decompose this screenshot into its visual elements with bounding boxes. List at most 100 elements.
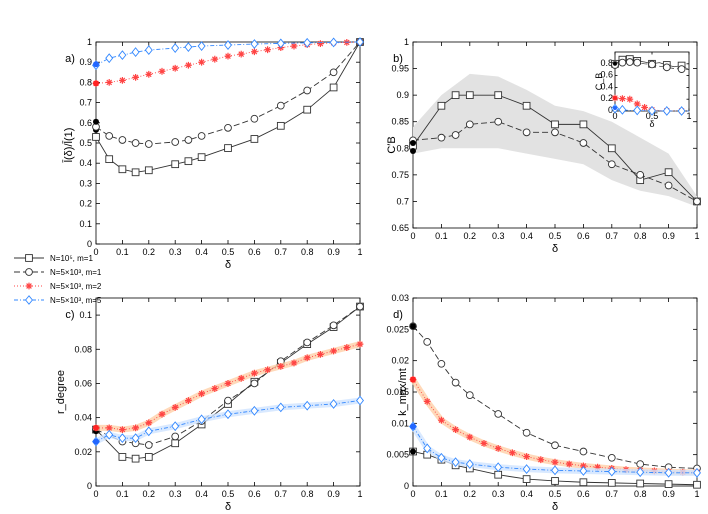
data-point: [118, 433, 127, 444]
data-point: [329, 399, 338, 409]
x-tick-label: 0.2: [464, 489, 477, 499]
panel-a: 0 0.1 0.2 0.3 0.4 0.5 0.6 0.7 0.8 0.9 1 0 0.1 0.2 0.3 0…: [62, 37, 364, 271]
data-point: [224, 380, 232, 387]
x-tick-label: 0.4: [195, 247, 208, 257]
data-point: [551, 120, 559, 129]
inset-data-point: [633, 58, 642, 67]
legend-entry: N=5×10³, m=5: [14, 295, 102, 305]
data-point: [224, 409, 232, 420]
confidence-band: [413, 73, 697, 207]
y-tick-label: 0.7: [396, 196, 409, 206]
y-tick-label: 0.4: [79, 158, 92, 168]
data-point: [636, 467, 645, 478]
inset-x-tick-label: 0.5: [646, 111, 659, 121]
data-point: [522, 128, 531, 137]
data-point: [494, 462, 503, 473]
data-point: [144, 140, 153, 148]
x-tick-label: 0.4: [520, 231, 533, 241]
y-tick-label: 0.8: [396, 143, 409, 153]
data-point: [494, 470, 503, 479]
x-tick-label: 0.8: [634, 489, 647, 499]
data-point: [329, 37, 338, 48]
y-tick-label: 0.6: [79, 118, 92, 128]
inset-y-tick-label: 0.4: [600, 81, 613, 91]
legend-marker: [25, 282, 33, 290]
data-point: [105, 429, 114, 440]
legend-label: N=10⁵, m=1: [50, 254, 93, 263]
inset-start-dot: [613, 61, 617, 66]
legend-entry: N=5×10³, m=1: [14, 268, 102, 277]
data-point: [303, 105, 312, 114]
data-point: [494, 91, 503, 99]
y-tick-label: 0.1: [79, 219, 92, 229]
x-tick-label: 0.5: [549, 231, 562, 241]
inset-data-point: [626, 95, 634, 103]
x-tick-label: 0.2: [143, 247, 156, 257]
data-point: [607, 479, 616, 487]
x-tick-label: 0.6: [248, 247, 261, 257]
x-tick-label: 0.6: [248, 489, 261, 499]
inset-data-point: [625, 58, 634, 66]
data-point: [171, 43, 180, 53]
data-point: [693, 197, 701, 206]
data-point: [438, 416, 445, 424]
x-tick-label: 0.9: [327, 247, 340, 257]
data-point: [537, 456, 545, 464]
x-tick-label: 0.9: [662, 489, 675, 499]
data-point: [551, 441, 559, 450]
data-point: [171, 138, 180, 146]
y-tick-label: 0.95: [391, 64, 409, 74]
data-point: [303, 354, 311, 362]
data-point: [224, 52, 232, 60]
data-point: [184, 42, 193, 52]
x-tick-label: 0.3: [492, 231, 505, 241]
data-point: [664, 168, 673, 177]
data-point: [290, 359, 298, 367]
x-tick-label: 0.2: [143, 489, 156, 499]
x-tick-label: 0.9: [327, 489, 340, 499]
data-point: [144, 426, 153, 437]
inset-data-point: [648, 105, 656, 116]
data-point: [131, 139, 140, 147]
x-tick-label: 0.5: [549, 489, 562, 499]
data-point: [197, 153, 206, 161]
data-point: [494, 410, 503, 418]
data-point: [580, 462, 587, 470]
data-point: [664, 181, 673, 190]
data-point: [451, 91, 460, 99]
data-point: [594, 463, 601, 471]
inset-data-point: [662, 106, 671, 116]
legend-label: N=5×10³, m=2: [50, 282, 102, 291]
y-tick-label: 0.2: [79, 199, 92, 209]
x-axis-label: δ: [225, 501, 231, 513]
start-dot: [93, 424, 99, 431]
data-point: [250, 405, 259, 416]
data-point: [224, 396, 232, 405]
data-point: [522, 464, 531, 474]
inset-series-markers: [611, 103, 686, 116]
data-point: [437, 452, 446, 463]
data-point: [105, 132, 114, 140]
x-tick-label: 0: [410, 489, 415, 499]
legend: N=10⁵, m=1 N=5×10³, m=1 N=5×10³, m=2 N=5×10…: [14, 254, 102, 305]
x-tick-label: 0.1: [435, 489, 448, 499]
inset-data-point: [641, 104, 648, 111]
start-dot: [93, 80, 99, 87]
data-point: [465, 120, 474, 129]
x-tick-label: 0.9: [662, 231, 675, 241]
data-point: [264, 366, 271, 374]
x-tick-label: 0.4: [520, 489, 533, 499]
x-tick-label: 1: [694, 231, 699, 241]
data-point: [105, 79, 113, 86]
data-point: [290, 42, 298, 50]
data-point: [451, 378, 460, 387]
data-point: [184, 157, 193, 166]
x-tick-label: 0.3: [169, 247, 182, 257]
y-tick-label: 0.06: [74, 378, 92, 388]
data-point: [250, 114, 259, 123]
y-tick-label: 0.7: [79, 98, 92, 108]
x-tick-label: 0.1: [116, 247, 129, 257]
panel-c: 0 0.1 0.2 0.3 0.4 0.5 0.6 0.7 0.8 0.9 1 0 0.02 0.04 0.…: [55, 297, 364, 513]
inset-data-point: [677, 106, 686, 116]
series-line: [95, 41, 361, 173]
